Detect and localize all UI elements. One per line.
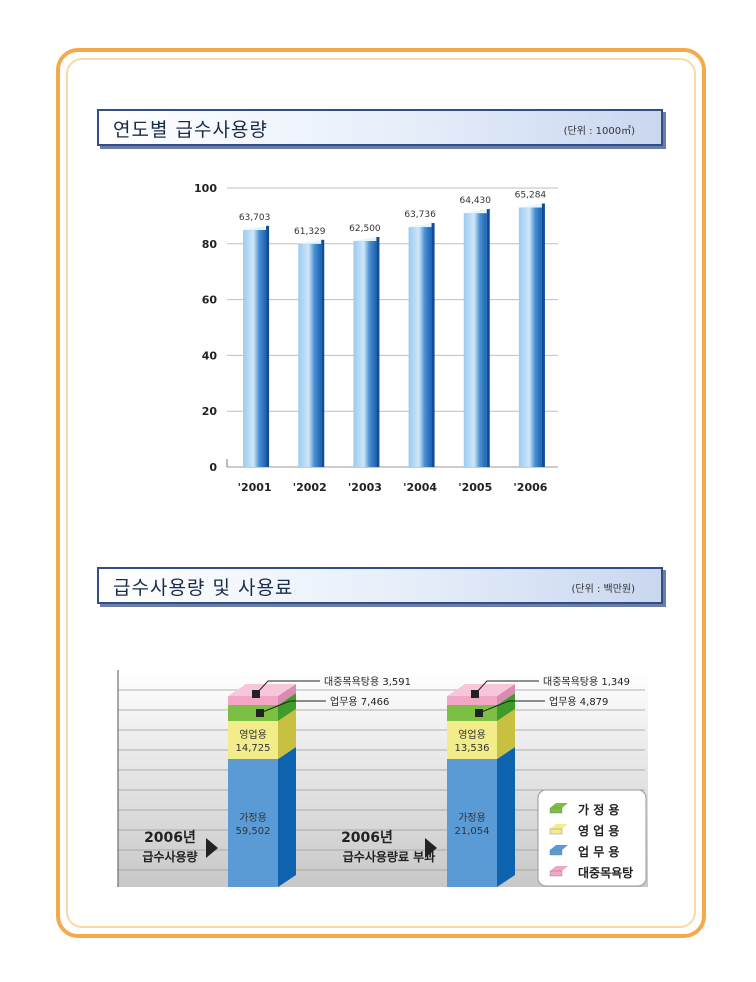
section1-unit: (단위 : 1000㎥)	[563, 126, 635, 137]
stack-segment	[447, 696, 497, 705]
stack-segment-side	[278, 747, 296, 887]
x-tick-label: '2002	[293, 481, 327, 494]
category-arrow	[206, 838, 218, 858]
bar-top	[353, 237, 380, 242]
y-tick-label: 60	[202, 294, 218, 307]
usage-fee-chart: 가정용 59,502 영업용 14,725 대중목욕탕용 3,591 업무용 7,466 2…	[117, 670, 648, 887]
bar	[243, 229, 267, 467]
callout-label: 업무용 7,466	[330, 695, 389, 708]
section1-header: 연도별 급수사용량 (단위 : 1000㎥)	[97, 109, 663, 146]
category-label-line2: 급수사용량료 부과	[343, 849, 436, 864]
segment-value-label: 21,054	[455, 826, 490, 837]
bar-top	[463, 209, 490, 214]
legend-swatch-top	[550, 845, 568, 850]
legend-label: 가 정 용	[578, 802, 619, 817]
legend-swatch	[549, 828, 563, 835]
callout-label: 대중목욕탕용 1,349	[543, 676, 630, 688]
stack-segment-side	[278, 709, 296, 759]
bar-value-label: 63,736	[404, 210, 436, 220]
stack-segment-side	[497, 684, 515, 705]
bar-side	[321, 239, 325, 467]
bar-side	[431, 223, 435, 467]
stack-segment	[447, 759, 497, 887]
stack-segment	[228, 721, 278, 759]
segment-name-label: 영업용	[458, 728, 486, 741]
legend-swatch	[549, 870, 563, 877]
bar	[518, 207, 542, 467]
bar-side	[486, 209, 490, 468]
bar-top	[408, 223, 435, 228]
legend-swatch	[549, 849, 563, 856]
legend-swatch-top	[550, 824, 568, 829]
bar-value-label: 62,500	[349, 224, 381, 234]
bar-top	[298, 239, 325, 244]
y-tick-label: 40	[202, 349, 218, 362]
category-label-line1: 2006년	[144, 830, 196, 846]
bar-side	[376, 237, 380, 467]
stack-segment	[447, 721, 497, 759]
segment-name-label: 영업용	[239, 728, 267, 741]
callout-line	[255, 680, 320, 695]
section2-title: 급수사용량 및 사용료	[113, 577, 294, 599]
stack-segment	[447, 705, 497, 721]
callout-line	[259, 700, 326, 714]
section2-header: 급수사용량 및 사용료 (단위 : 백만원)	[97, 567, 663, 604]
bar	[353, 241, 377, 467]
bar-side	[541, 203, 545, 467]
x-tick-label: '2001	[238, 481, 272, 494]
bar	[298, 243, 322, 467]
callout-label: 업무용 4,879	[549, 695, 608, 708]
category-arrow	[425, 838, 437, 858]
category-label-line1: 2006년	[341, 830, 393, 846]
segment-value-label: 59,502	[236, 826, 271, 837]
segment-value-label: 14,725	[236, 743, 271, 754]
bar-top	[243, 225, 270, 230]
bar	[463, 213, 487, 467]
legend-box	[537, 789, 647, 887]
stack-top-face	[447, 684, 515, 696]
bar-side	[266, 225, 270, 467]
stack-segment-side	[497, 709, 515, 759]
bar-value-label: 63,703	[239, 213, 271, 223]
legend-label: 영 업 용	[578, 823, 619, 838]
stack-segment-side	[497, 747, 515, 887]
x-tick-label: '2005	[458, 481, 492, 494]
legend-swatch-top	[550, 866, 568, 871]
callout-label: 대중목욕탕용 3,591	[324, 676, 411, 688]
legend-swatch	[549, 807, 563, 814]
category-label-line2: 급수사용량	[142, 849, 197, 864]
legend-swatch-top	[550, 803, 568, 808]
legend-label: 업 무 용	[578, 844, 619, 859]
yearly-usage-chart: 0 20 40 60 80 100 63,703 '2001 61,329 '2002 62,500…	[194, 182, 558, 494]
bar-top	[518, 203, 545, 208]
section2-unit: (단위 : 백만원)	[571, 584, 635, 595]
x-tick-label: '2004	[403, 481, 437, 494]
x-tick-label: '2003	[348, 481, 382, 494]
bar-value-label: 61,329	[294, 227, 326, 237]
y-tick-label: 20	[202, 405, 218, 418]
segment-name-label: 가정용	[239, 812, 267, 824]
x-tick-label: '2006	[513, 481, 547, 494]
bar	[408, 227, 432, 467]
section1-title: 연도별 급수사용량	[113, 119, 268, 141]
stack-segment	[228, 696, 278, 705]
legend-label: 대중목욕탕	[578, 865, 633, 880]
segment-name-label: 가정용	[458, 812, 486, 824]
callout-line	[474, 680, 539, 695]
y-tick-label: 100	[194, 182, 217, 195]
callout-line	[478, 700, 545, 714]
stack-segment-side	[278, 693, 296, 721]
page-frame-inner	[66, 58, 696, 928]
y-tick-label: 0	[209, 461, 217, 474]
y-tick-label: 80	[202, 238, 218, 251]
bar-value-label: 65,284	[515, 191, 547, 201]
segment-value-label: 13,536	[455, 743, 490, 754]
stack-segment	[228, 705, 278, 721]
stack-segment-side	[278, 684, 296, 705]
bar-value-label: 64,430	[460, 196, 492, 206]
stack-top-face	[228, 684, 296, 696]
stack-segment-side	[497, 693, 515, 721]
stack-segment	[228, 759, 278, 887]
